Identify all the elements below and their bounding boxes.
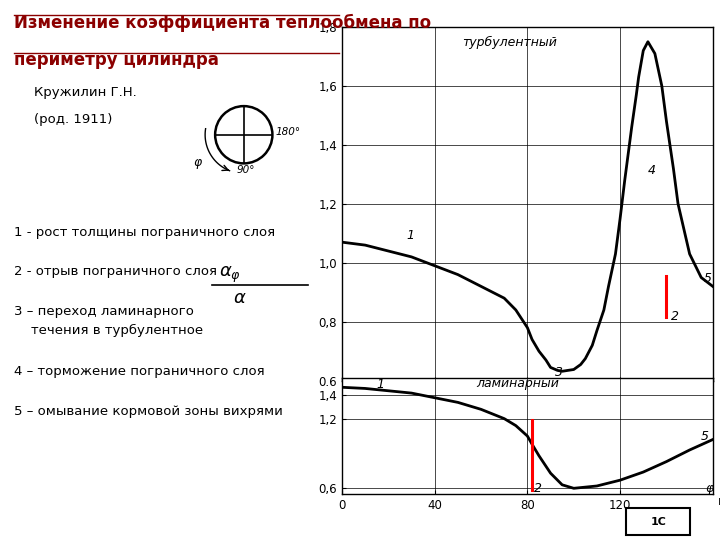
Text: течения в турбулентное: течения в турбулентное [14, 324, 203, 337]
Text: периметру цилиндра: периметру цилиндра [14, 51, 219, 69]
FancyBboxPatch shape [626, 509, 690, 535]
Text: 180°: 180° [275, 127, 300, 138]
Text: φ: φ [194, 156, 202, 169]
Text: 2: 2 [534, 482, 542, 495]
Text: 5 – омывание кормовой зоны вихрями: 5 – омывание кормовой зоны вихрями [14, 405, 282, 418]
Text: 3: 3 [555, 366, 563, 379]
Text: Кружилин Г.Н.: Кружилин Г.Н. [35, 86, 137, 99]
Text: 1: 1 [407, 229, 415, 242]
Text: $\alpha_\varphi$: $\alpha_\varphi$ [219, 265, 241, 285]
Text: 5: 5 [703, 272, 711, 285]
Text: 5: 5 [701, 429, 709, 443]
Text: 2 - отрыв пограничного слоя: 2 - отрыв пограничного слоя [14, 265, 217, 278]
Text: 1 - рост толщины пограничного слоя: 1 - рост толщины пограничного слоя [14, 226, 275, 239]
Text: 4: 4 [648, 164, 656, 177]
Text: ламинарный: ламинарный [477, 377, 559, 390]
Text: 4 – торможение пограничного слоя: 4 – торможение пограничного слоя [14, 364, 264, 377]
Text: 3 – переход ламинарного: 3 – переход ламинарного [14, 305, 194, 318]
Text: турбулентный: турбулентный [462, 36, 557, 49]
Text: 90°: 90° [237, 165, 256, 176]
Text: $\alpha$: $\alpha$ [233, 289, 246, 307]
Text: Изменение коэффициента теплообмена по: Изменение коэффициента теплообмена по [14, 14, 431, 32]
Text: 1С: 1С [651, 517, 667, 526]
Text: град: град [717, 495, 720, 508]
Text: 2: 2 [671, 310, 679, 323]
Text: φ: φ [706, 482, 714, 495]
Text: (род. 1911): (род. 1911) [35, 113, 112, 126]
Text: 1: 1 [377, 379, 384, 392]
